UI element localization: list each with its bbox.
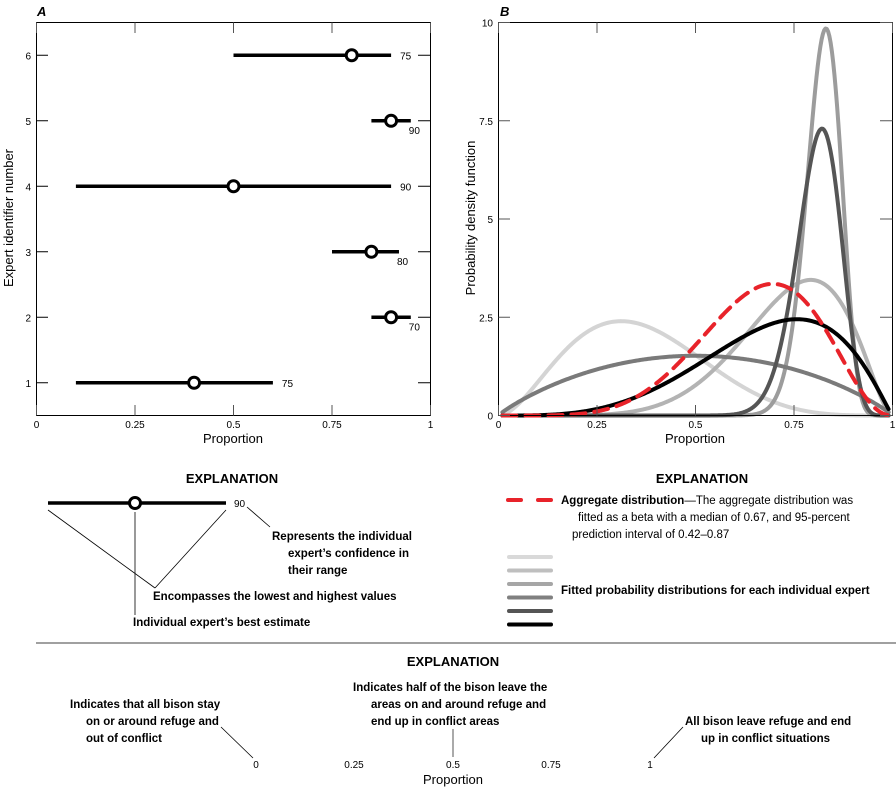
- y-tick-label: 10: [482, 19, 494, 30]
- explanation-c: EXPLANATION Indicates that all bison sta…: [70, 654, 851, 787]
- x-tick-label: 0: [496, 420, 502, 431]
- x-tick-label: 0.75: [784, 420, 804, 431]
- half-note-line-1: Indicates half of the bison leave the: [353, 682, 547, 694]
- aggregate-label: Aggregate distribution: [561, 495, 684, 507]
- x-tick-label: 1: [890, 420, 896, 431]
- expert-1-range: 75: [75, 375, 294, 390]
- confidence-label: 80: [397, 257, 409, 268]
- aggregate-text-1: —The aggregate distribution was: [684, 495, 853, 507]
- y-tick-label: 4: [25, 182, 31, 193]
- confidence-label: 70: [409, 322, 421, 333]
- expert-fit-curve-5: [500, 126, 891, 418]
- scale-tick-05: 0.5: [446, 760, 460, 771]
- y-tick-label: 2: [25, 313, 31, 324]
- confidence-note-line-2: expert’s confidence in: [288, 548, 409, 560]
- expert-fit-curve-6: [500, 317, 891, 418]
- x-tick-label: 1: [428, 420, 434, 431]
- expert-fit-curve-4: [500, 353, 891, 415]
- best-estimate-marker: [187, 375, 202, 390]
- x-tick-label: 0.25: [587, 420, 607, 431]
- best-estimate-marker: [344, 48, 359, 63]
- panel-b: B 0 0.25 0.5 0.75 102.557.510 Proportion Pro…: [463, 4, 896, 446]
- sample-confidence-value: 90: [234, 499, 246, 510]
- expert-2-range: 70: [371, 310, 421, 333]
- panel-b-y-axis-label: Probability density function: [463, 141, 478, 296]
- panel-a-y-axis-label: Expert identifier number: [1, 148, 16, 287]
- y-tick-label: 0: [487, 412, 493, 423]
- explanation-b-title: EXPLANATION: [656, 471, 748, 486]
- aggregate-description-line-2: fitted as a beta with a median of 0.67, …: [578, 512, 851, 524]
- sample-best-estimate-marker: [128, 496, 142, 510]
- zero-note-line-1: Indicates that all bison stay: [70, 699, 221, 711]
- scale-tick-0: 0: [253, 760, 259, 771]
- explanation-a-title: EXPLANATION: [186, 471, 278, 486]
- best-estimate-marker: [384, 113, 399, 128]
- zero-leader: [220, 726, 254, 759]
- range-leader-right: [154, 509, 227, 589]
- y-tick-label: 2.5: [479, 313, 493, 324]
- explanation-a: EXPLANATION 90 Represents the individual…: [47, 471, 412, 629]
- expert-swatches: [507, 555, 553, 627]
- panel-a-x-axis-label: Proportion: [203, 431, 263, 446]
- y-tick-label: 5: [487, 215, 493, 226]
- confidence-label: 75: [282, 379, 294, 390]
- best-estimate-marker: [226, 179, 241, 194]
- confidence-label: 75: [400, 51, 412, 62]
- x-tick-label: 0.25: [125, 420, 145, 431]
- scale-tick-075: 0.75: [541, 760, 561, 771]
- fitted-distributions-label: Fitted probability distributions for eac…: [561, 585, 870, 597]
- x-tick-label: 0.75: [322, 420, 342, 431]
- x-tick-label: 0.5: [689, 420, 703, 431]
- x-tick-label: 0.5: [227, 420, 241, 431]
- scale-tick-025: 0.25: [344, 760, 364, 771]
- confidence-note-line-1: Represents the individual: [272, 531, 412, 543]
- range-note: Encompasses the lowest and highest value…: [153, 591, 397, 603]
- half-note-line-3: end up in conflict areas: [371, 716, 499, 728]
- panel-a-expert-ranges: 75 70 80 90 90 75: [75, 48, 421, 390]
- expert-6-range: 75: [233, 48, 412, 63]
- expert-5-range: 90: [371, 113, 421, 137]
- one-note-line-2: up in conflict situations: [701, 733, 830, 745]
- one-leader: [653, 726, 684, 759]
- y-tick-label: 6: [25, 51, 31, 62]
- confidence-leader: [246, 506, 271, 528]
- one-note-line-1: All bison leave refuge and end: [685, 716, 851, 728]
- panel-b-density-curves: [500, 26, 891, 418]
- y-tick-label: 7.5: [479, 117, 493, 128]
- panel-a-axes: 0 0.25 0.5 0.75 1 1 2 3 4 5 6: [25, 22, 434, 431]
- y-tick-label: 5: [25, 117, 31, 128]
- y-tick-label: 3: [25, 248, 31, 259]
- zero-note-line-3: out of conflict: [86, 733, 162, 745]
- y-tick-label: 1: [25, 379, 31, 390]
- panel-a-frame: [36, 22, 431, 416]
- range-leader-left: [47, 509, 156, 589]
- panel-a-label: A: [36, 4, 46, 19]
- aggregate-distribution-curve: [500, 281, 891, 418]
- zero-note-line-2: on or around refuge and: [86, 716, 219, 728]
- scale-axis-label: Proportion: [423, 772, 483, 787]
- scale-tick-1: 1: [647, 760, 653, 771]
- x-tick-label: 0: [34, 420, 40, 431]
- best-estimate-note: Individual expert’s best estimate: [133, 617, 310, 629]
- best-estimate-marker: [364, 244, 379, 259]
- aggregate-description-line-1: Aggregate distribution—The aggregate dis…: [561, 495, 853, 507]
- panel-b-label: B: [500, 4, 509, 19]
- confidence-label: 90: [400, 182, 412, 193]
- confidence-note-line-3: their range: [288, 565, 347, 577]
- explanation-c-title: EXPLANATION: [407, 654, 499, 669]
- half-note-line-2: areas on and around refuge and: [371, 699, 546, 711]
- panel-a: A 0 0.25 0.5 0.75 1 1 2 3 4 5 6 75 70 80 90 90 75 Propo…: [1, 4, 434, 446]
- panel-b-x-axis-label: Proportion: [665, 431, 725, 446]
- aggregate-description-line-3: prediction interval of 0.42–0.87: [572, 529, 729, 541]
- explanation-b: EXPLANATION Aggregate distribution—The a…: [506, 471, 870, 627]
- panel-b-axes: 0 0.25 0.5 0.75 102.557.510: [479, 19, 896, 432]
- expert-4-range: 90: [75, 179, 412, 194]
- best-estimate-marker: [384, 310, 399, 325]
- confidence-label: 90: [409, 126, 421, 137]
- expert-3-range: 80: [332, 244, 409, 268]
